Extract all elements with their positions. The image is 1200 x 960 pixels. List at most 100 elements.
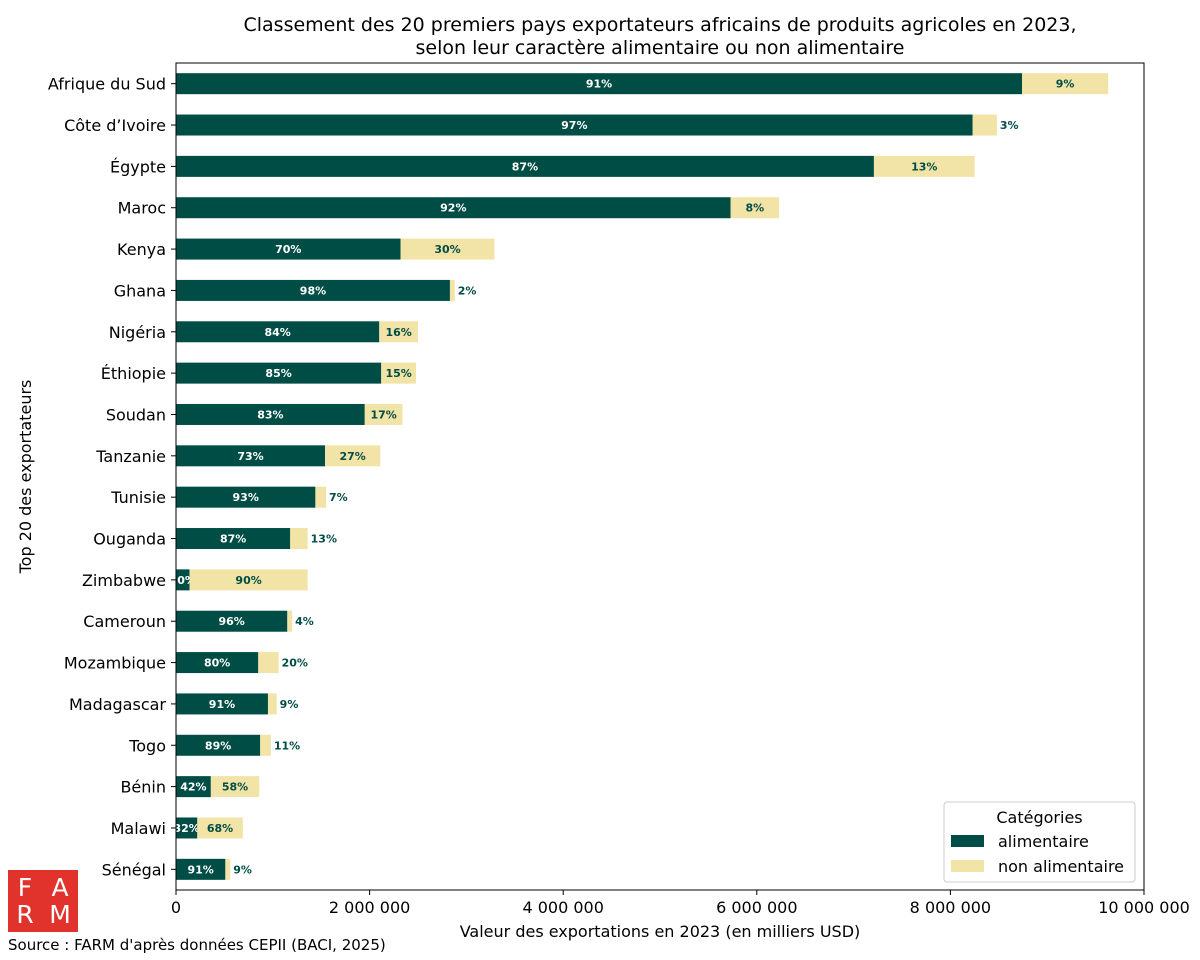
logo-letter: F bbox=[17, 873, 34, 902]
bar-food bbox=[176, 652, 259, 674]
y-tick-label: Zimbabwe bbox=[82, 571, 166, 590]
bar-food bbox=[176, 155, 874, 177]
bar-nonfood bbox=[315, 486, 327, 508]
y-axis-label: Top 20 des exportateurs bbox=[16, 380, 35, 575]
bar-label: 87% bbox=[512, 160, 538, 173]
bar-label: 42% bbox=[180, 781, 206, 794]
bar-food bbox=[176, 610, 288, 632]
bar-food bbox=[176, 693, 268, 715]
y-tick-label: Égypte bbox=[110, 157, 166, 176]
bar-label: 13% bbox=[311, 533, 337, 546]
x-tick-label: 4 000 000 bbox=[522, 898, 603, 917]
plot-frame bbox=[175, 62, 1145, 891]
bar-label: 13% bbox=[911, 160, 937, 173]
legend-swatch bbox=[951, 860, 984, 872]
y-tick-label: Kenya bbox=[117, 240, 166, 259]
bar-label: 93% bbox=[233, 491, 259, 504]
bar-nonfood bbox=[290, 528, 308, 550]
bar-food bbox=[176, 321, 380, 343]
bar-label: 85% bbox=[265, 367, 291, 380]
bar-nonfood bbox=[325, 445, 381, 467]
bar-food bbox=[176, 73, 1023, 95]
x-tick-label: 2 000 000 bbox=[329, 898, 410, 917]
bar-nonfood bbox=[364, 403, 403, 425]
y-tick-label: Tanzanie bbox=[95, 447, 166, 466]
bar-label: 17% bbox=[370, 408, 396, 421]
bar-label: 73% bbox=[237, 450, 263, 463]
bar-label: 7% bbox=[329, 491, 348, 504]
chart-title-line-2: selon leur caractère alimentaire ou non … bbox=[415, 37, 905, 59]
bar-label: 30% bbox=[434, 243, 460, 256]
y-tick-label: Cameroun bbox=[83, 612, 166, 631]
bar-label: 83% bbox=[257, 408, 283, 421]
bar-nonfood bbox=[972, 114, 997, 136]
bar-label: 97% bbox=[561, 119, 587, 132]
x-axis-label: Valeur des exportations en 2023 (en mill… bbox=[460, 922, 861, 941]
bar-label: 89% bbox=[205, 739, 231, 752]
legend-swatch bbox=[951, 835, 984, 847]
bar-nonfood bbox=[873, 155, 975, 177]
bar-label: 9% bbox=[1056, 78, 1075, 91]
bar-nonfood bbox=[381, 362, 417, 384]
bar-food bbox=[176, 569, 190, 591]
bar-nonfood bbox=[260, 734, 271, 756]
bar-label: 2% bbox=[458, 284, 477, 297]
bar-food bbox=[176, 238, 401, 260]
bar-food bbox=[176, 403, 365, 425]
bar-nonfood bbox=[1022, 73, 1109, 95]
y-tick-label: Côte d’Ivoire bbox=[64, 116, 166, 135]
x-tick-label: 0 bbox=[171, 898, 181, 917]
y-tick-label: Togo bbox=[128, 736, 166, 755]
bar-label: 91% bbox=[209, 698, 235, 711]
bar-nonfood bbox=[197, 817, 243, 839]
logo-letter: A bbox=[51, 873, 70, 902]
x-tick-label: 8 000 000 bbox=[910, 898, 991, 917]
legend-box bbox=[943, 801, 1136, 883]
bar-food bbox=[176, 817, 198, 839]
y-tick-label: Nigéria bbox=[109, 323, 166, 342]
bar-food bbox=[176, 362, 382, 384]
y-tick-label: Ouganda bbox=[93, 530, 166, 549]
bar-nonfood bbox=[267, 693, 277, 715]
bar-label: 68% bbox=[207, 822, 233, 835]
y-tick-label: Afrique du Sud bbox=[48, 75, 166, 94]
bar-label: 11% bbox=[274, 739, 300, 752]
legend-label: alimentaire bbox=[998, 832, 1089, 851]
bar-nonfood bbox=[449, 279, 455, 301]
bar-food bbox=[176, 776, 211, 798]
bar-food bbox=[176, 486, 316, 508]
y-tick-label: Soudan bbox=[106, 405, 166, 424]
y-tick-label: Mozambique bbox=[64, 654, 166, 673]
y-tick-label: Malawi bbox=[111, 819, 166, 838]
legend-label: non alimentaire bbox=[998, 857, 1124, 876]
logo-letter: R bbox=[16, 900, 35, 929]
bar-nonfood bbox=[730, 197, 780, 219]
bar-nonfood bbox=[189, 569, 308, 591]
bar-label: 84% bbox=[264, 326, 290, 339]
bar-label: 4% bbox=[295, 615, 314, 628]
bar-label: 91% bbox=[586, 78, 612, 91]
y-tick-label: Sénégal bbox=[102, 860, 166, 879]
bar-label: 98% bbox=[300, 284, 326, 297]
bar-food bbox=[176, 445, 326, 467]
bar-food bbox=[176, 734, 261, 756]
y-tick-label: Tunisie bbox=[110, 488, 166, 507]
bar-label: 80% bbox=[204, 657, 230, 670]
bar-nonfood bbox=[379, 321, 418, 343]
bar-label: 58% bbox=[222, 781, 248, 794]
bar-label: 9% bbox=[280, 698, 299, 711]
bar-label: 27% bbox=[339, 450, 365, 463]
y-tick-label: Maroc bbox=[118, 199, 166, 218]
x-tick-label: 10 000 000 bbox=[1098, 898, 1190, 917]
bar-label: 16% bbox=[385, 326, 411, 339]
y-tick-label: Ghana bbox=[114, 281, 166, 300]
y-tick-label: Bénin bbox=[120, 778, 166, 797]
bar-nonfood bbox=[258, 652, 279, 674]
bar-label: 3% bbox=[1000, 119, 1019, 132]
bar-label: 32% bbox=[173, 822, 199, 835]
legend-title: Catégories bbox=[996, 808, 1082, 827]
source-note: Source : FARM d'après données CEPII (BAC… bbox=[8, 936, 386, 954]
bar-food bbox=[176, 528, 291, 550]
bar-label: 20% bbox=[282, 657, 308, 670]
farm-logo: F A R M bbox=[8, 870, 78, 932]
